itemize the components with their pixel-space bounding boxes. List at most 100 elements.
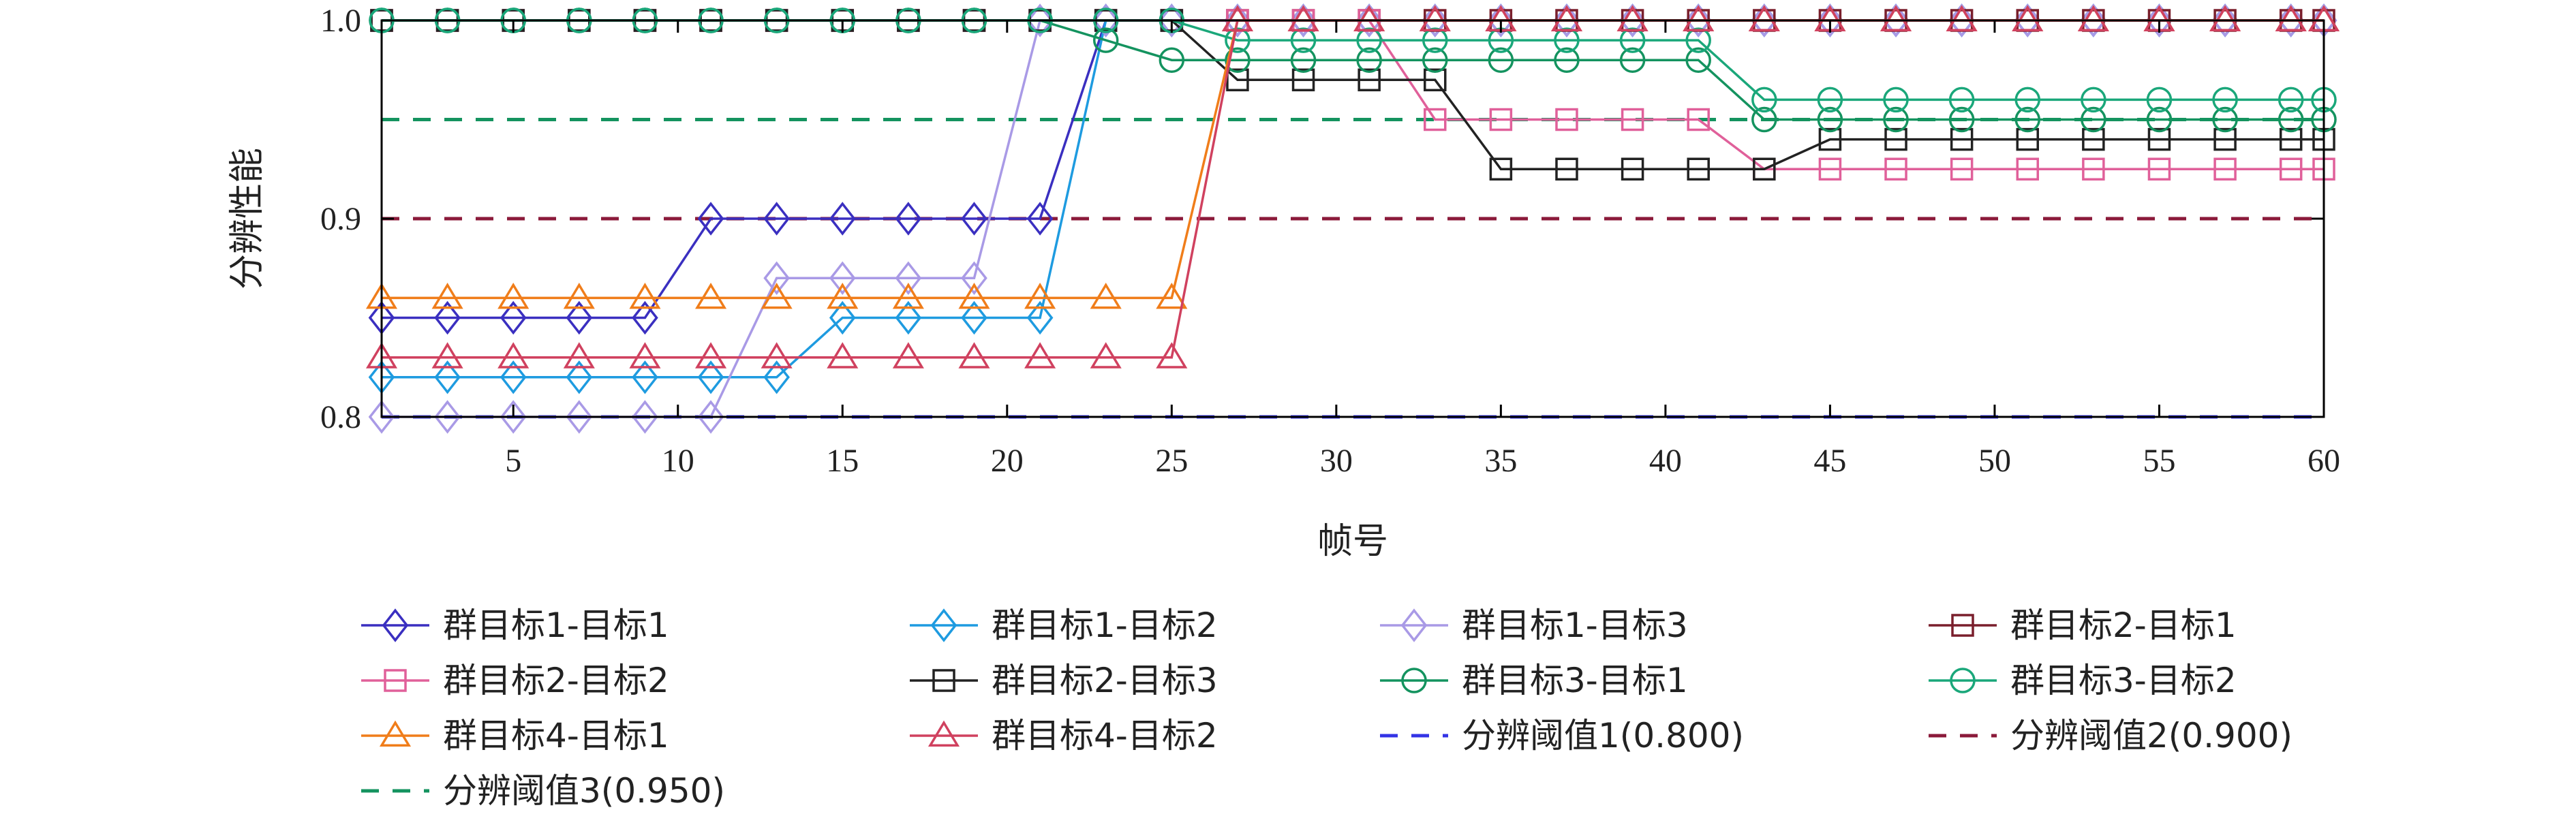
data-point: [1817, 3, 1843, 37]
data-point: [958, 282, 990, 309]
data-point: [2147, 127, 2171, 151]
data-point: [1817, 106, 1843, 133]
data-point: [632, 400, 658, 434]
data-point: [1555, 157, 1578, 181]
y-tick-label: 1.0: [320, 3, 361, 39]
data-point: [827, 342, 859, 369]
legend-item: 群目标1-目标1: [361, 606, 669, 645]
data-point: [2146, 87, 2173, 113]
legend-label: 分辨阈值2(0.900): [2010, 716, 2293, 755]
data-point: [1817, 87, 1843, 113]
legend-item: 群目标2-目标3: [910, 661, 1218, 700]
y-tick-label: 0.9: [320, 201, 361, 237]
data-point: [1092, 3, 1120, 37]
data-point: [695, 342, 727, 369]
data-point: [1884, 127, 1907, 151]
legend-marker-swatch: [384, 669, 407, 692]
data-point: [761, 282, 793, 309]
data-point: [497, 342, 530, 369]
legend-item: 群目标2-目标1: [1929, 606, 2237, 645]
data-point: [2014, 106, 2041, 133]
data-point: [1026, 3, 1054, 37]
legend-label: 群目标2-目标2: [443, 661, 669, 700]
data-point: [1753, 157, 1776, 181]
data-point: [500, 360, 527, 394]
legend-item: 群目标3-目标1: [1380, 661, 1688, 700]
legend-marker-swatch: [1401, 668, 1427, 693]
series-lines: [365, 3, 2340, 434]
threshold-lines: [382, 118, 2324, 419]
data-point: [1751, 3, 1778, 37]
data-point: [958, 342, 990, 369]
data-point: [563, 342, 595, 369]
x-tick-label: 40: [1649, 443, 1682, 479]
legend-label: 分辨阈值3(0.950): [443, 771, 725, 811]
series-6: [370, 9, 2335, 181]
data-point: [1353, 5, 1385, 31]
data-point: [1224, 3, 1251, 37]
data-point: [829, 300, 856, 335]
data-point: [431, 282, 463, 309]
legend-item: 群目标3-目标2: [1929, 661, 2237, 700]
legend-marker-swatch: [1400, 608, 1428, 642]
data-point: [632, 300, 658, 335]
data-point: [1751, 106, 1777, 133]
legend-item: 群目标2-目标2: [361, 661, 669, 700]
data-point: [632, 360, 658, 394]
data-point: [2082, 157, 2105, 181]
x-tick-label: 60: [2307, 443, 2340, 479]
legend-item: 群目标1-目标3: [1380, 606, 1688, 645]
legend-marker-swatch: [382, 608, 409, 642]
data-point: [1685, 47, 1711, 73]
data-point: [2209, 5, 2241, 31]
data-point: [1946, 5, 1978, 31]
data-point: [2077, 5, 2109, 31]
legend-label: 群目标4-目标2: [992, 716, 1218, 755]
legend-item: 分辨阈值1(0.800): [1380, 716, 1744, 755]
axis-ticks: 5 10 15 20 25 30 35 40 45 50 55 60 0.8 0.9 1.0: [320, 3, 2340, 479]
data-point: [2279, 127, 2303, 151]
data-point: [1489, 157, 1513, 181]
data-point: [892, 282, 924, 309]
data-point: [1424, 68, 1447, 92]
data-point: [434, 360, 461, 394]
data-point: [2081, 106, 2106, 133]
data-point: [2278, 106, 2304, 133]
legend-label: 群目标1-目标3: [1462, 606, 1688, 645]
data-point: [2211, 3, 2239, 37]
legend-item: 分辨阈值2(0.900): [1929, 716, 2293, 755]
data-point: [1090, 342, 1122, 369]
data-point: [1619, 47, 1646, 73]
legend-item: 群目标1-目标2: [910, 606, 1218, 645]
legend-item: 群目标4-目标2: [910, 716, 1218, 755]
data-point: [1884, 157, 1907, 181]
legend-item: 分辨阈值3(0.950): [361, 771, 725, 811]
data-point: [827, 282, 859, 309]
data-point: [1422, 47, 1448, 73]
data-point: [2279, 157, 2303, 181]
data-point: [1356, 27, 1382, 53]
data-point: [431, 342, 463, 369]
data-point: [1159, 47, 1185, 73]
data-point: [1156, 342, 1188, 369]
data-point: [1883, 106, 1909, 133]
data-point: [497, 282, 530, 309]
data-point: [2278, 87, 2304, 113]
data-point: [1621, 108, 1644, 131]
data-point: [1024, 282, 1056, 309]
series-line: [382, 19, 2324, 359]
data-point: [629, 282, 661, 309]
data-point: [1883, 87, 1909, 113]
x-tick-label: 5: [505, 443, 521, 479]
data-point: [2213, 157, 2237, 181]
data-point: [1950, 127, 1974, 151]
data-point: [1950, 157, 1974, 181]
data-point: [1488, 3, 1514, 37]
data-point: [1687, 108, 1710, 131]
legend-label: 群目标2-目标3: [992, 661, 1218, 700]
data-point: [1358, 68, 1381, 92]
data-point: [2212, 87, 2238, 113]
data-point: [895, 261, 922, 295]
legend-label: 分辨阈值1(0.800): [1462, 716, 1744, 755]
data-point: [1880, 5, 1912, 31]
